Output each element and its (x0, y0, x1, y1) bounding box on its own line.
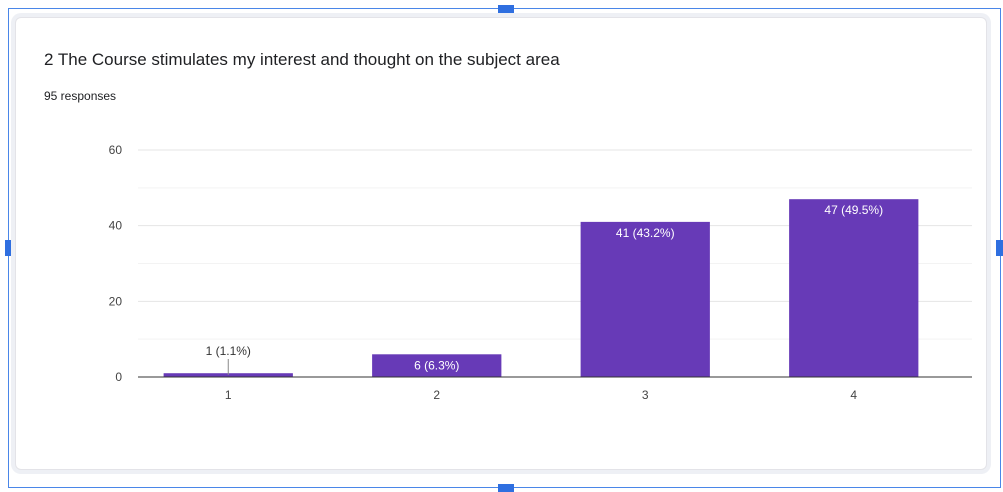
resize-handle-top[interactable] (498, 5, 514, 13)
bar-data-label: 41 (43.2%) (616, 226, 675, 240)
resize-handle-right[interactable] (996, 240, 1003, 256)
y-tick-label: 60 (109, 143, 123, 157)
y-tick-label: 40 (109, 219, 123, 233)
bar-data-label: 1 (1.1%) (206, 344, 251, 358)
x-tick-label: 3 (642, 388, 649, 402)
bar-1 (163, 373, 293, 377)
x-tick-label: 2 (433, 388, 440, 402)
bar-3 (580, 221, 710, 377)
bar-data-label: 6 (6.3%) (414, 358, 459, 372)
resize-handle-bottom[interactable] (498, 484, 514, 492)
bar-data-label: 47 (49.5%) (824, 203, 883, 217)
response-count: 95 responses (44, 89, 117, 103)
bar-2 (372, 354, 502, 377)
x-tick-label: 4 (850, 388, 857, 402)
bar-4 (789, 199, 919, 377)
y-tick-label: 20 (109, 294, 123, 308)
x-tick-label: 1 (225, 388, 232, 402)
question-title: 2 The Course stimulates my interest and … (44, 50, 560, 69)
resize-handle-left[interactable] (5, 240, 12, 256)
y-tick-label: 0 (115, 370, 122, 384)
